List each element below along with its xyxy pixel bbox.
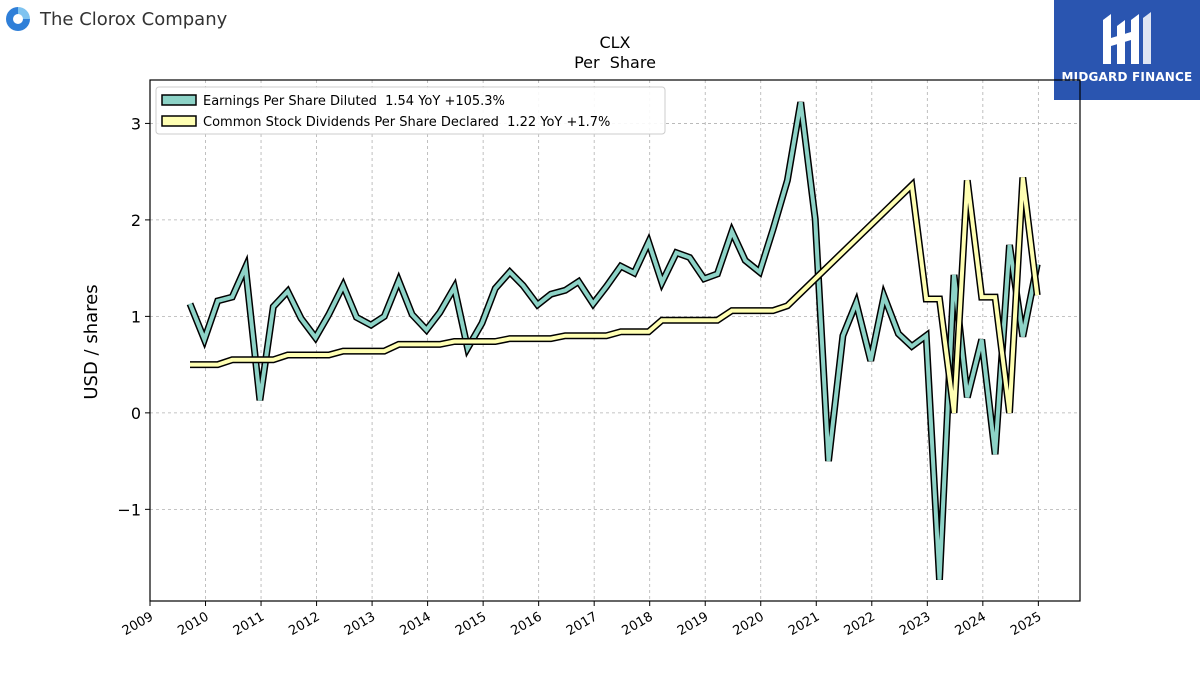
x-tick-label: 2013: [342, 609, 378, 639]
legend-swatch-1: [161, 115, 197, 127]
company-header: The Clorox Company: [4, 4, 227, 34]
x-tick-label: 2017: [564, 609, 600, 639]
x-tick-label: 2010: [175, 609, 211, 639]
legend-swatch-0: [161, 94, 197, 106]
x-axis: 2009 2010 2011 2012 2013 2014 2015 2016 2017 2018…: [120, 601, 1044, 639]
legend: Earnings Per Share Diluted 1.54 YoY +105…: [155, 86, 666, 135]
y-tick-label: −1: [117, 500, 141, 519]
x-tick-label: 2011: [231, 609, 267, 639]
lines-layer: [186, 101, 1041, 580]
clorox-c-logo-icon: [6, 7, 30, 31]
x-tick-label: 2018: [620, 609, 656, 639]
x-tick-label: 2025: [1008, 609, 1044, 639]
y-axis-label: USD / shares: [81, 284, 102, 399]
x-tick-label: 2020: [731, 609, 767, 639]
brand-name: MIDGARD FINANCE: [1061, 70, 1193, 84]
x-tick-label: 2014: [397, 609, 433, 639]
series-0-outline: [186, 101, 1041, 580]
plot-frame: [149, 79, 1081, 602]
legend-label-1: Common Stock Dividends Per Share Declare…: [203, 115, 610, 130]
chart-subtitle: Per Share: [574, 53, 656, 72]
x-tick-label: 2021: [786, 609, 822, 639]
company-name: The Clorox Company: [40, 8, 228, 30]
y-tick-label: 3: [131, 114, 141, 133]
series-1-outline: [190, 176, 1041, 414]
chart-title: CLX: [599, 33, 630, 52]
legend-label-0: Earnings Per Share Diluted 1.54 YoY +105…: [203, 94, 505, 109]
x-tick-label: 2019: [675, 609, 711, 639]
y-axis: −1 0 1 2 3: [117, 114, 150, 519]
x-tick-label: 2016: [508, 609, 544, 639]
x-tick-label: 2024: [953, 609, 989, 639]
legend-box: [155, 86, 666, 135]
brand-block: MIDGARD FINANCE: [1054, 0, 1200, 100]
x-tick-label: 2022: [842, 609, 878, 639]
x-tick-label: 2009: [120, 609, 156, 639]
y-tick-label: 1: [131, 307, 141, 326]
x-tick-label: 2023: [897, 609, 933, 639]
x-tick-label: 2012: [286, 609, 322, 639]
series-0-line: [188, 101, 1040, 580]
y-tick-label: 2: [131, 211, 141, 230]
x-tick-label: 2015: [453, 609, 489, 639]
midgard-logo-mark-icon: [1103, 12, 1151, 64]
series-1-line: [190, 177, 1040, 414]
y-tick-label: 0: [131, 404, 141, 423]
